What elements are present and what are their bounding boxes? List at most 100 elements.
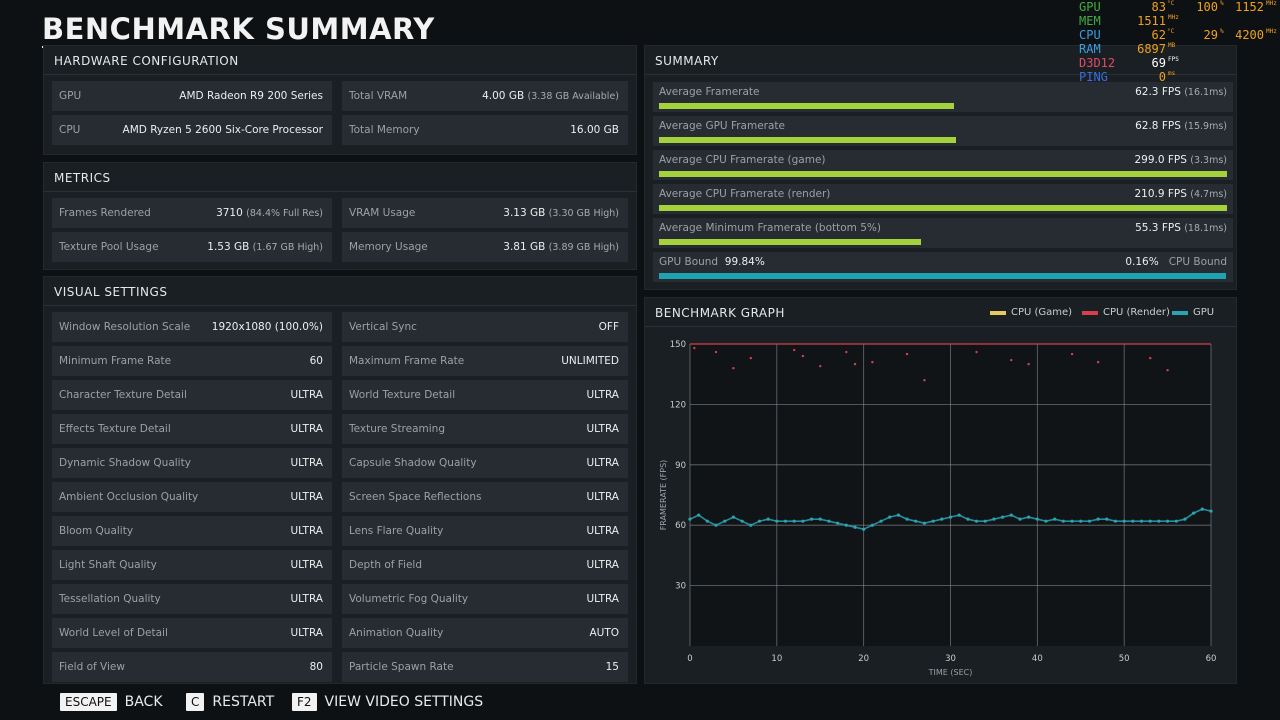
hw-memory-label: Total Memory [349, 124, 420, 136]
footer-video-settings[interactable]: F2 VIEW VIDEO SETTINGS [292, 693, 483, 711]
hw-cpu-label: CPU [59, 124, 81, 136]
setting-label: Ambient Occlusion Quality [59, 491, 199, 503]
setting-value: OFF [598, 321, 619, 333]
legend-swatch [990, 310, 1006, 315]
setting-row: Volumetric Fog Quality ULTRA [342, 584, 628, 614]
legend-swatch [1172, 310, 1188, 315]
setting-label: Texture Streaming [349, 423, 446, 435]
back-label[interactable]: BACK [124, 694, 163, 710]
x-tick-label: 60 [1206, 654, 1217, 664]
gpu-point [818, 517, 822, 521]
gpu-point [1192, 511, 1196, 515]
setting-row: Particle Spawn Rate 15 [342, 652, 628, 682]
restart-label[interactable]: RESTART [212, 694, 275, 710]
gpu-point [1122, 519, 1126, 523]
x-tick-label: 10 [771, 654, 782, 664]
summary-label: Average Framerate [659, 86, 760, 98]
setting-value: ULTRA [290, 627, 323, 639]
metric-frames-cell: Frames Rendered 3710 (84.4% Full Res) [52, 198, 332, 228]
gpu-point [1053, 517, 1057, 521]
setting-label: Field of View [59, 661, 125, 673]
osd-mem-label: MEM [1079, 14, 1101, 28]
escape-key[interactable]: ESCAPE [60, 693, 117, 711]
legend-label: CPU (Game) [1011, 307, 1073, 318]
gpu-point [862, 527, 866, 531]
setting-label: Dynamic Shadow Quality [59, 457, 191, 469]
footer-escape[interactable]: ESCAPE BACK [60, 693, 163, 711]
osd-cpu-clock: 4200 [1235, 28, 1264, 42]
gpu-point [1139, 519, 1144, 523]
setting-value: 60 [309, 355, 323, 367]
gpu-point [801, 519, 805, 523]
setting-label: Volumetric Fog Quality [349, 593, 469, 605]
gpu-point [1001, 515, 1005, 519]
gpu-point [705, 519, 709, 523]
setting-label: Effects Texture Detail [59, 423, 171, 435]
setting-value: ULTRA [586, 593, 619, 605]
gpu-point [940, 517, 944, 521]
setting-row: World Texture Detail ULTRA [342, 380, 628, 410]
cpu-render-point [1096, 360, 1100, 364]
setting-label: Minimum Frame Rate [59, 355, 172, 367]
gpu-point [1183, 517, 1187, 521]
summary-value: 62.3 FPS [1135, 86, 1181, 98]
legend-label: GPU [1193, 307, 1215, 318]
setting-label: Screen Space Reflections [349, 491, 482, 503]
osd-ram-label: RAM [1079, 42, 1101, 56]
summary-row: Average Framerate 62.3 FPS (16.1ms) [653, 82, 1233, 112]
osd-ping: 0 [1158, 70, 1166, 84]
legend-swatch [1082, 310, 1098, 315]
summary-ms: (15.9ms) [1184, 121, 1227, 132]
osd-mem-clock: 1511 [1137, 14, 1166, 28]
setting-row: Texture Streaming ULTRA [342, 414, 628, 444]
metric-vram-value: 3.13 GB [503, 207, 546, 219]
gpu-point [1096, 517, 1100, 521]
setting-value: ULTRA [290, 593, 323, 605]
cpu-render-point [1166, 368, 1169, 372]
osd-d3d-label: D3D12 [1079, 56, 1116, 70]
setting-row: Ambient Occlusion Quality ULTRA [52, 482, 332, 512]
bound-row: GPU Bound 99.84% 0.16% CPU Bound [653, 252, 1233, 282]
gpu-point [757, 519, 762, 523]
metric-vram-sub: (3.30 GB High) [548, 208, 619, 219]
y-tick-label: 30 [675, 582, 686, 592]
gpu-point [1035, 517, 1039, 521]
setting-label: Vertical Sync [349, 321, 417, 333]
gpu-point [827, 519, 831, 523]
setting-value: AUTO [589, 627, 619, 639]
gpu-point [931, 519, 935, 523]
gpu-point [809, 517, 814, 521]
setting-label: Bloom Quality [59, 525, 134, 537]
cpu-render-point [845, 350, 848, 354]
setting-label: World Level of Detail [59, 627, 168, 639]
osd-gpu-label: GPU [1079, 0, 1101, 14]
gpu-bound-value: 99.84% [724, 256, 765, 268]
cpu-render-point [1070, 352, 1074, 356]
osd-gpu-load: 100 [1196, 0, 1218, 14]
video-settings-label[interactable]: VIEW VIDEO SETTINGS [324, 694, 484, 710]
setting-row: Vertical Sync OFF [342, 312, 628, 342]
y-tick-label: 90 [675, 461, 686, 471]
setting-row: Maximum Frame Rate UNLIMITED [342, 346, 628, 376]
c-key[interactable]: C [186, 693, 205, 711]
f2-key[interactable]: F2 [292, 693, 317, 711]
hardware-header: HARDWARE CONFIGURATION [44, 46, 636, 75]
gpu-point [1200, 507, 1204, 511]
gpu-point [948, 515, 953, 519]
footer-restart[interactable]: C RESTART [186, 693, 274, 711]
gpu-point [1087, 519, 1092, 523]
hw-memory-value: 16.00 GB [570, 124, 619, 136]
osd-cpu-label: CPU [1079, 28, 1101, 42]
summary-value: 62.8 FPS [1135, 120, 1181, 132]
setting-value: ULTRA [290, 491, 323, 503]
gpu-point [1009, 513, 1013, 517]
cpu-render-point [749, 356, 752, 360]
summary-value: 210.9 FPS [1134, 188, 1187, 200]
setting-label: Lens Flare Quality [349, 525, 444, 537]
metric-vram-label: VRAM Usage [349, 207, 416, 219]
cpu-render-point [732, 366, 735, 370]
setting-row: Character Texture Detail ULTRA [52, 380, 332, 410]
gpu-point [966, 517, 970, 521]
metric-memory-sub: (3.89 GB High) [548, 242, 619, 253]
metric-frames-sub: (84.4% Full Res) [246, 208, 323, 219]
